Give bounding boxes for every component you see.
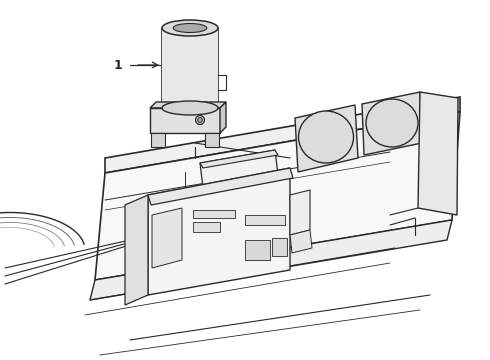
Polygon shape [290,190,310,235]
Polygon shape [193,222,220,232]
Polygon shape [245,215,285,225]
Ellipse shape [298,111,353,163]
Polygon shape [205,133,219,147]
Polygon shape [148,168,293,205]
Polygon shape [95,112,460,280]
Ellipse shape [196,116,204,125]
Polygon shape [295,105,358,172]
Polygon shape [200,150,278,188]
Polygon shape [150,102,226,108]
Polygon shape [220,102,226,133]
Polygon shape [245,240,270,260]
Polygon shape [200,150,278,168]
Polygon shape [162,28,218,108]
Text: 1: 1 [113,59,122,72]
Polygon shape [152,208,182,268]
Ellipse shape [162,20,218,36]
Ellipse shape [197,117,202,122]
Polygon shape [150,108,220,133]
Polygon shape [105,97,460,173]
Polygon shape [148,168,290,295]
Polygon shape [125,195,148,305]
Polygon shape [272,238,287,256]
Polygon shape [362,92,422,155]
Polygon shape [90,220,452,300]
Ellipse shape [162,101,218,115]
Polygon shape [151,133,165,147]
Polygon shape [193,210,235,218]
Ellipse shape [366,99,418,147]
Polygon shape [290,230,312,253]
Ellipse shape [173,23,207,32]
Polygon shape [418,92,458,215]
